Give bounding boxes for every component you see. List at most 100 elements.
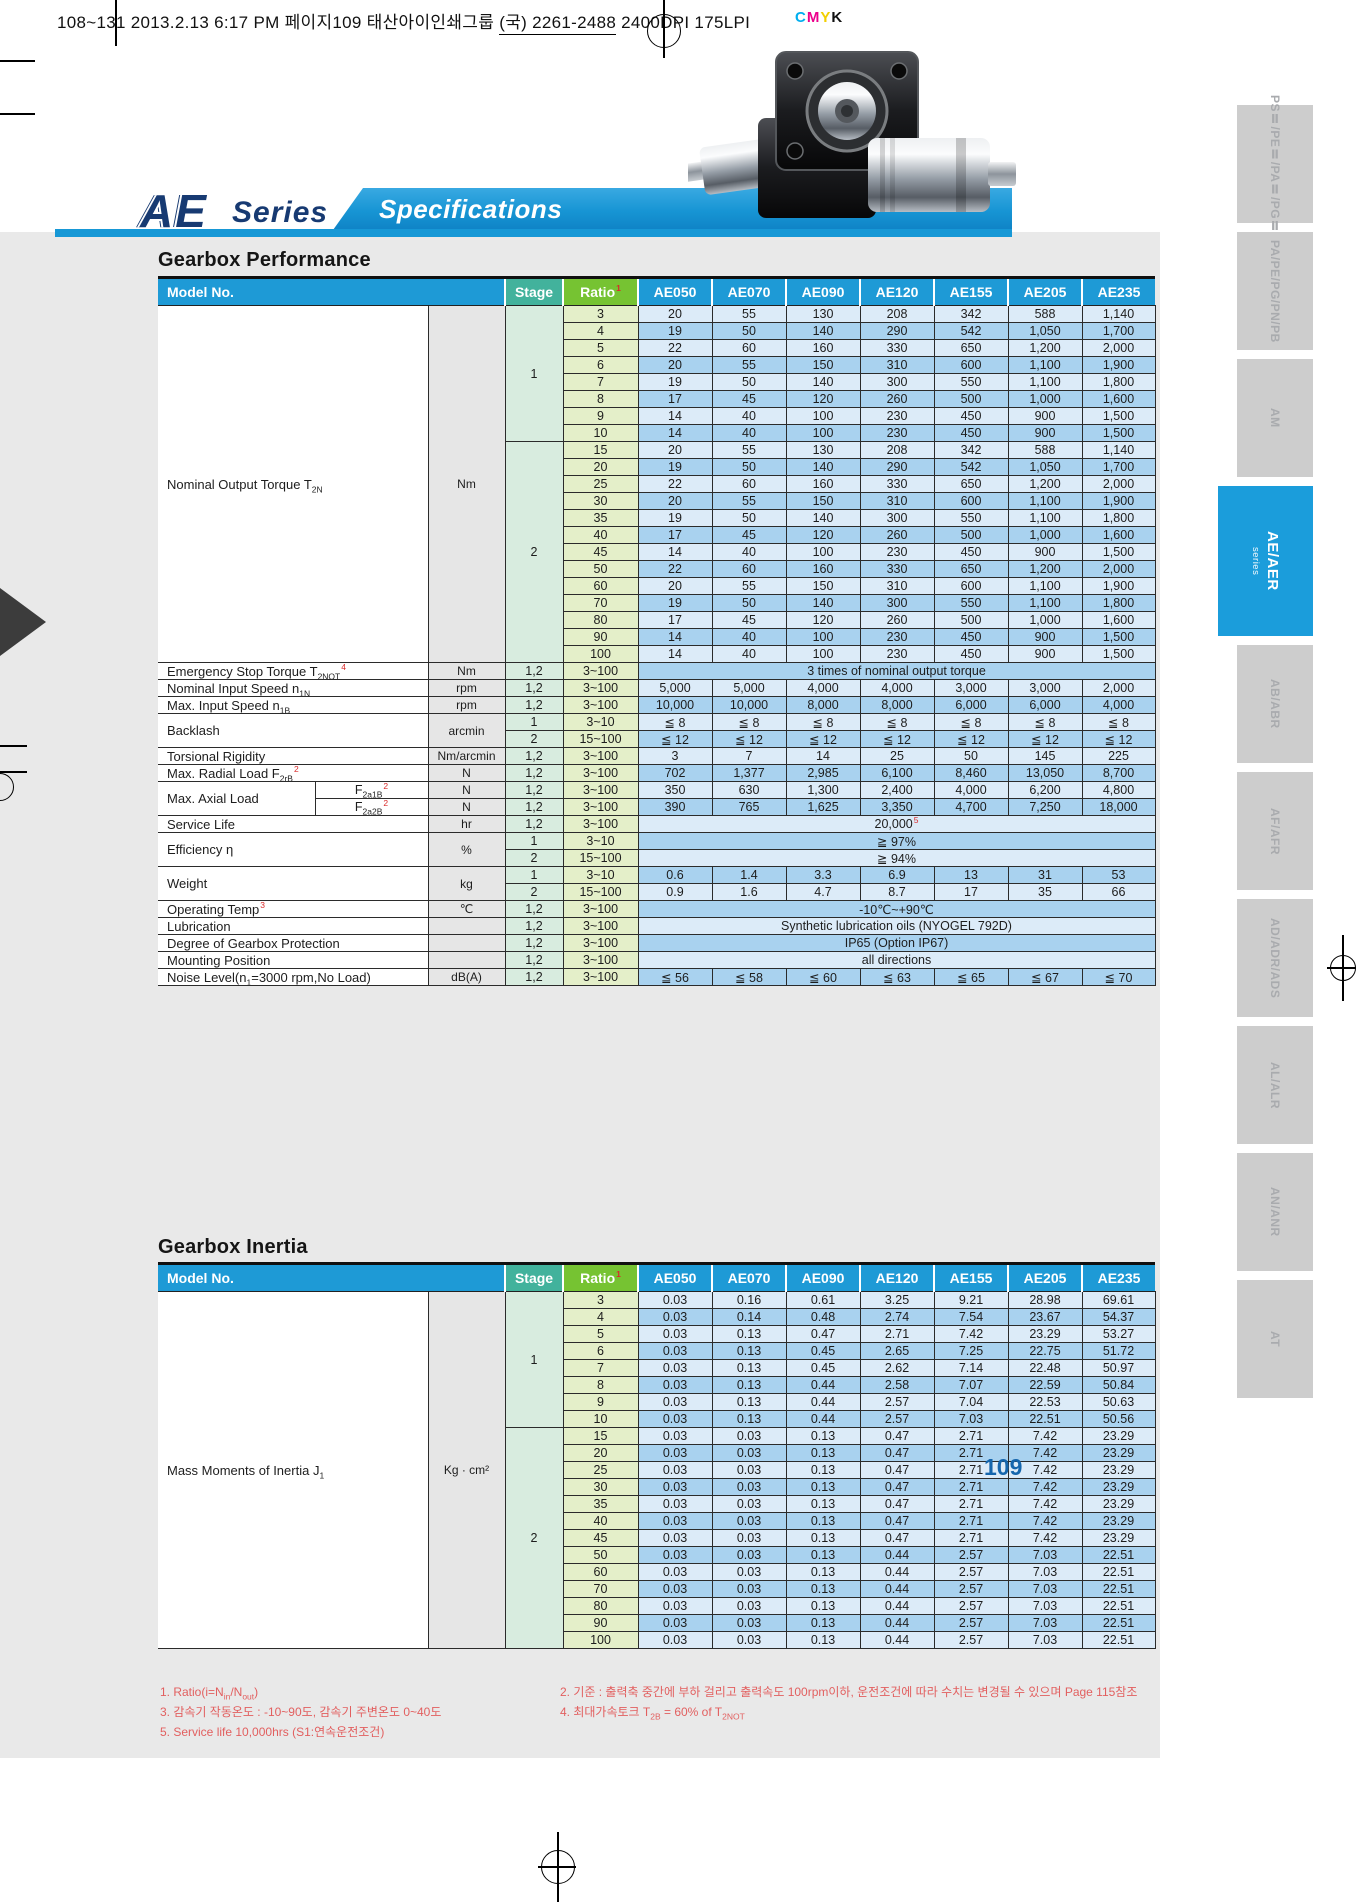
ratio-cell: 8 (562, 390, 639, 408)
ratio-cell: 20 (562, 458, 639, 476)
value-cell: ≦ 12 (785, 730, 861, 748)
value-cell: 55 (711, 577, 787, 595)
ratio-cell: 7 (562, 1359, 639, 1377)
value-cell: 8,700 (1081, 764, 1156, 782)
value-cell: 4,000 (933, 781, 1009, 799)
table-row: Max. Input Speed n1B rpm 1,2 3~100 10,000 10,… (158, 696, 1156, 714)
side-tab-label: AL/ALR (1268, 1061, 1282, 1109)
value-cell: 40 (711, 424, 787, 442)
series-word: Series (232, 196, 329, 229)
page-number: 109 (984, 1454, 1023, 1480)
value-cell: 0.03 (637, 1546, 713, 1564)
unit-cell: N (427, 798, 506, 816)
value-cell: ≦ 60 (785, 968, 861, 986)
ratio-cell: 3~100 (562, 696, 639, 714)
value-cell: 600 (933, 577, 1009, 595)
value-cell: 0.13 (785, 1495, 861, 1513)
gearbox-body (868, 138, 1016, 212)
value-cell: 1,100 (1007, 356, 1083, 374)
value-cell: 0.13 (785, 1529, 861, 1547)
row-label: Backlash (158, 713, 429, 748)
model-column-header: AE155 (933, 279, 1008, 306)
value-cell: 40 (711, 407, 787, 425)
row-label: Max. Radial Load F2rB2 (158, 764, 429, 782)
value-cell: 0.44 (785, 1376, 861, 1394)
value-cell: 2.57 (933, 1631, 1009, 1649)
value-cell: 2.71 (933, 1512, 1009, 1530)
value-cell: 50 (711, 322, 787, 340)
gearbox-inertia-table: Model No. Stage Ratio1 AE050 AE070 AE090 AE120… (158, 1265, 1156, 1649)
value-cell: 7.42 (1007, 1512, 1083, 1530)
value-cell: 310 (859, 577, 935, 595)
value-cell: 650 (933, 560, 1009, 578)
span-value-cell: 3 times of nominal output torque (637, 662, 1156, 680)
value-cell: 0.44 (859, 1580, 935, 1598)
value-cell: 0.47 (859, 1478, 935, 1496)
stage-cell: 2 (504, 849, 564, 867)
value-cell: 630 (711, 781, 787, 799)
value-cell: 55 (711, 305, 787, 323)
table-row: 9 0.03 0.13 0.44 2.57 7.04 22.53 50.63 (158, 1393, 1156, 1411)
table-row: Mounting Position 1,2 3~100 all directions (158, 951, 1156, 969)
value-cell: 0.03 (711, 1461, 787, 1479)
value-cell: 1,500 (1081, 628, 1156, 646)
unit-cell: Kg · cm² (427, 1291, 506, 1649)
value-cell: 0.45 (785, 1342, 861, 1360)
footnote: 3. 감속기 작동온도 : -10~90도, 감속기 주변온도 0~40도 (160, 1705, 442, 1719)
value-cell: 1,800 (1081, 509, 1156, 527)
table-row: Weight kg 1 3~10 0.6 1.4 3.3 6.9 13 31 53 (158, 866, 1156, 901)
table-row: 35 19 50 140 300 550 1,100 1,800 (158, 509, 1156, 527)
value-cell: 1,600 (1081, 526, 1156, 544)
value-cell: 0.47 (859, 1444, 935, 1462)
side-tab-label: PA/PE/PG/PN/PB (1268, 239, 1282, 343)
value-cell: ≦ 12 (1007, 730, 1083, 748)
value-cell: 0.03 (711, 1563, 787, 1581)
value-cell: 7 (711, 747, 787, 765)
value-cell: 208 (859, 305, 935, 323)
registration-circle-icon (1330, 955, 1356, 981)
table-row: Mass Moments of Inertia J1 Kg · cm² 1 3 0.03… (158, 1291, 1156, 1649)
value-cell: 0.13 (711, 1376, 787, 1394)
value-cell: 650 (933, 339, 1009, 357)
value-cell: 1,100 (1007, 492, 1083, 510)
ratio-cell: 70 (562, 1580, 639, 1598)
row-label: Lubrication (158, 917, 429, 935)
ratio-cell: 9 (562, 407, 639, 425)
value-cell: 0.03 (637, 1393, 713, 1411)
side-tab-label: AM (1268, 408, 1282, 428)
value-cell: 0.44 (859, 1597, 935, 1615)
value-cell: 702 (637, 764, 713, 782)
table-row: 70 0.03 0.03 0.13 0.44 2.57 7.03 22.51 (158, 1580, 1156, 1598)
stage-cell: 1,2 (504, 679, 564, 697)
ratio-cell: 4 (562, 322, 639, 340)
row-label: Operating Temp3 (158, 900, 429, 918)
value-cell: 7.03 (933, 1410, 1009, 1428)
side-tab-am: AM (1237, 359, 1313, 477)
model-no-header: Model No. (158, 1265, 505, 1292)
value-cell: 342 (933, 441, 1009, 459)
row-label: Mounting Position (158, 951, 429, 969)
value-cell: 150 (785, 492, 861, 510)
value-cell: 7.25 (933, 1342, 1009, 1360)
value-cell: 7.42 (933, 1325, 1009, 1343)
side-tab-an-anr: AN/ANR (1237, 1153, 1313, 1271)
section-heading-inertia: Gearbox Inertia (158, 1236, 308, 1258)
value-cell: 0.45 (785, 1359, 861, 1377)
value-cell: 7.54 (933, 1308, 1009, 1326)
model-column-header: AE070 (711, 1265, 786, 1292)
table-row: 80 0.03 0.03 0.13 0.44 2.57 7.03 22.51 (158, 1597, 1156, 1615)
value-cell: 230 (859, 645, 935, 663)
value-cell: 0.03 (711, 1614, 787, 1632)
row-label: Efficiency η (158, 832, 429, 867)
model-column-header: AE120 (859, 279, 934, 306)
model-column-header: AE120 (859, 1265, 934, 1292)
value-cell: 1,700 (1081, 458, 1156, 476)
value-cell: 23.29 (1081, 1461, 1156, 1479)
value-cell: 2.65 (859, 1342, 935, 1360)
value-cell: 20 (637, 577, 713, 595)
ratio-cell: 10 (562, 424, 639, 442)
value-cell: 450 (933, 407, 1009, 425)
value-cell: 500 (933, 611, 1009, 629)
value-cell: 0.03 (637, 1597, 713, 1615)
footnotes-right-column: 2. 기준 : 출력축 중간에 부하 걸리고 출력속도 100rpm이하, 운전… (560, 1682, 1137, 1722)
